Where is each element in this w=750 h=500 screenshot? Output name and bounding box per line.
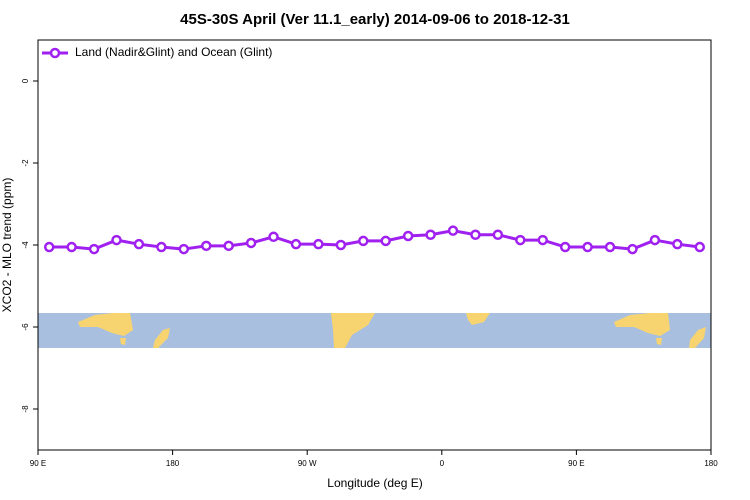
point <box>335 239 347 251</box>
y-tick-label: -2 <box>21 159 30 167</box>
land <box>78 313 133 345</box>
point <box>111 234 122 246</box>
point <box>559 241 571 253</box>
point <box>268 231 279 243</box>
legend-label: Land (Nadir&Glint) and Ocean (Glint) <box>75 45 272 59</box>
point <box>88 243 100 255</box>
x-tick-label: 180 <box>166 459 180 468</box>
point <box>43 241 55 253</box>
point <box>492 229 504 240</box>
x-tick-label: 180 <box>704 459 718 468</box>
point <box>425 229 436 240</box>
y-tick-label: -6 <box>21 323 30 331</box>
point <box>178 243 190 255</box>
land <box>153 328 170 348</box>
point <box>649 234 661 246</box>
point <box>380 235 391 247</box>
x-tick-label: 90 W <box>298 459 317 468</box>
point <box>156 241 167 253</box>
point <box>223 240 234 252</box>
point <box>470 229 481 240</box>
x-tick-label: 0 <box>440 459 445 468</box>
point <box>627 243 638 255</box>
point <box>694 241 706 253</box>
point <box>290 238 302 250</box>
point <box>515 234 526 246</box>
point <box>604 241 616 253</box>
point <box>201 240 212 252</box>
x-tick-label: 90 E <box>568 459 584 468</box>
x-tick-label: 90 E <box>30 459 46 468</box>
y-tick-label: -4 <box>21 241 30 249</box>
point <box>313 238 324 250</box>
point <box>582 241 593 253</box>
point <box>447 225 459 236</box>
point <box>358 235 369 247</box>
land <box>614 313 670 345</box>
x-axis-label: Longitude (deg E) <box>327 476 422 490</box>
land <box>689 327 706 348</box>
land <box>331 313 375 348</box>
map-band <box>38 313 711 348</box>
y-axis-label: XCO2 - MLO trend (ppm) <box>0 178 14 313</box>
chart-title: 45S-30S April (Ver 11.1_early) 2014-09-0… <box>180 11 570 28</box>
point <box>402 230 414 242</box>
y-tick-label: -8 <box>21 405 30 413</box>
land <box>466 313 490 325</box>
series-line <box>49 229 700 251</box>
point <box>133 238 145 250</box>
ocean <box>38 313 711 348</box>
point <box>66 241 77 253</box>
legend-marker <box>49 47 61 59</box>
y-tick-label: 0 <box>21 78 30 83</box>
point <box>537 234 548 246</box>
point <box>245 237 257 249</box>
point <box>672 238 683 250</box>
